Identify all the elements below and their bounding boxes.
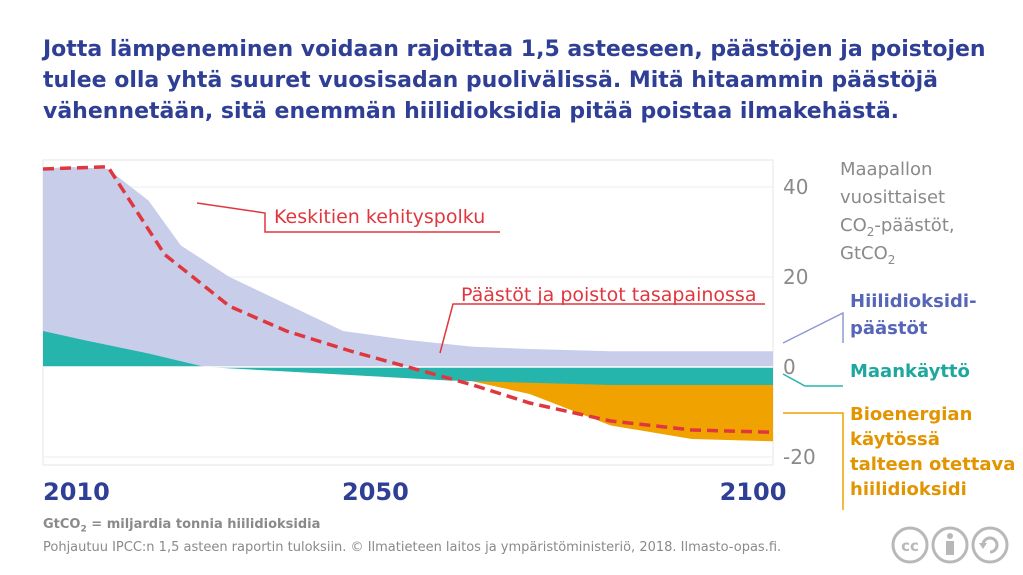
sa-icon: [971, 526, 1009, 564]
emissions-connector: [782, 311, 844, 344]
series-area-emissions: [43, 166, 773, 367]
annotation-middle-path: Keskitien kehityspolku: [274, 206, 485, 228]
unit-footnote: GtCO2 = miljardia tonnia hiilidioksidia: [43, 517, 321, 535]
y-tick-40: 40: [783, 175, 808, 199]
source-note: Pohjautuu IPCC:n 1,5 asteen raportin tul…: [43, 540, 782, 555]
x-tick-2050: 2050: [342, 478, 409, 506]
ylabel-line-4: GtCO2: [840, 243, 895, 267]
by-icon: [931, 526, 969, 564]
y-tick-0: 0: [783, 355, 796, 379]
x-tick-2010: 2010: [43, 478, 110, 506]
series-label-emissions: Hiilidioksidi- päästöt: [850, 291, 977, 339]
emissions-label-line-2: päästöt: [850, 318, 928, 339]
license-icons: cc: [891, 526, 1009, 564]
y-axis-label: Maapallon vuosittaiset CO2-päästöt, GtCO…: [840, 159, 955, 267]
bio-connector: [783, 412, 844, 510]
bio-label-line-1: Bioenergian: [850, 404, 972, 425]
ylabel-line-2: vuosittaiset: [840, 187, 945, 208]
annotation-balance: Päästöt ja poistot tasapainossa: [461, 284, 756, 306]
series-area-landuse: [43, 331, 773, 385]
annotation-connector-balance: [439, 303, 765, 354]
title-line-2: tulee olla yhtä suuret vuosisadan puoliv…: [43, 68, 938, 93]
title-line-1: Jotta lämpeneminen voidaan rajoittaa 1,5…: [43, 37, 986, 62]
bio-label-line-4: hiilidioksidi: [850, 479, 967, 500]
bio-label-line-2: käytössä: [850, 429, 940, 450]
x-tick-2100: 2100: [720, 478, 787, 506]
ylabel-line-1: Maapallon: [840, 159, 932, 180]
annotation-connector-middle-path: [196, 202, 500, 233]
landuse-connector: [782, 373, 843, 387]
bio-label-line-3: talteen otettava: [850, 454, 1015, 475]
cc-icon: cc: [891, 526, 929, 564]
series-label-bioenergy: Bioenergian käytössä talteen otettava hi…: [850, 404, 1015, 500]
series-line-net-emissions: [42, 164, 774, 434]
chart-title: Jotta lämpeneminen voidaan rajoittaa 1,5…: [43, 34, 1013, 127]
ylabel-line-3: CO2-päästöt,: [840, 215, 955, 239]
svg-text:cc: cc: [901, 537, 919, 555]
y-tick-minus-20: -20: [783, 445, 816, 469]
plot-area: [42, 159, 774, 466]
series-label-landuse: Maankäyttö: [850, 361, 970, 382]
series-area-bioenergy: [43, 367, 773, 442]
title-line-3: vähennetään, sitä enemmän hiilidioksidia…: [43, 99, 900, 124]
y-tick-20: 20: [783, 265, 808, 289]
emissions-label-line-1: Hiilidioksidi-: [850, 291, 977, 312]
